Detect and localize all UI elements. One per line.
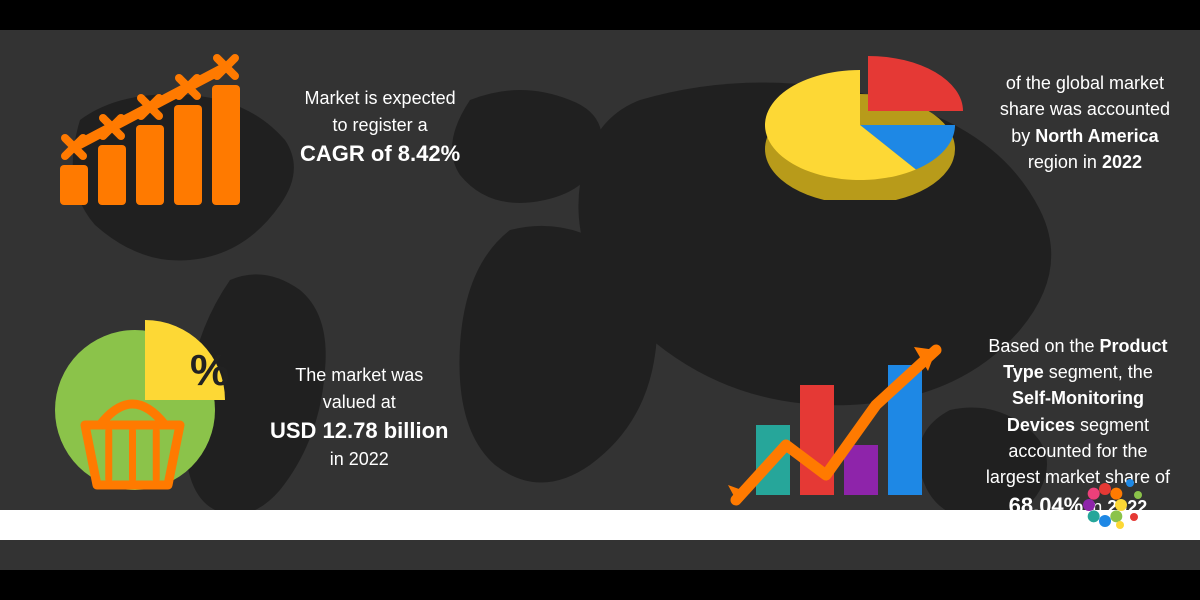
footer-strip	[0, 510, 1200, 540]
text-line: The market was	[270, 362, 449, 388]
text-line: Self-Monitoring	[986, 385, 1170, 411]
stat-valuation: % The market was valued at USD 12.78 bil…	[40, 315, 560, 520]
stat-cagr: Market is expected to register a CAGR of…	[40, 40, 560, 215]
text-line: accounted for the	[986, 438, 1170, 464]
text-line: to register a	[300, 112, 460, 138]
color-bars-arrow-icon	[726, 325, 966, 530]
text-line: of the global market	[1000, 70, 1170, 96]
region-text: of the global market share was accounted…	[1000, 70, 1170, 174]
text-line: share was accounted	[1000, 96, 1170, 122]
pie-basket-icon: %	[40, 315, 250, 520]
growth-bars-icon	[40, 40, 280, 215]
text-line: Market is expected	[300, 85, 460, 111]
text-line: Type segment, the	[986, 359, 1170, 385]
text-line: Based on the Product	[986, 333, 1170, 359]
stat-region-share: of the global market share was accounted…	[670, 40, 1170, 205]
cagr-value: CAGR of 8.42%	[300, 138, 460, 170]
text-line: Devices segment	[986, 412, 1170, 438]
cagr-text: Market is expected to register a CAGR of…	[300, 85, 460, 169]
text-line: valued at	[270, 389, 449, 415]
text-line: by North America	[1000, 123, 1170, 149]
percent-glyph: %	[190, 346, 229, 395]
infographic-canvas: Market is expected to register a CAGR of…	[0, 30, 1200, 570]
text-line: region in 2022	[1000, 149, 1170, 175]
valuation-value: USD 12.78 billion	[270, 415, 449, 447]
valuation-text: The market was valued at USD 12.78 billi…	[270, 362, 449, 472]
logo-dots-icon	[1060, 475, 1150, 535]
pie-3d-icon	[750, 40, 980, 205]
text-line: in 2022	[270, 446, 449, 472]
